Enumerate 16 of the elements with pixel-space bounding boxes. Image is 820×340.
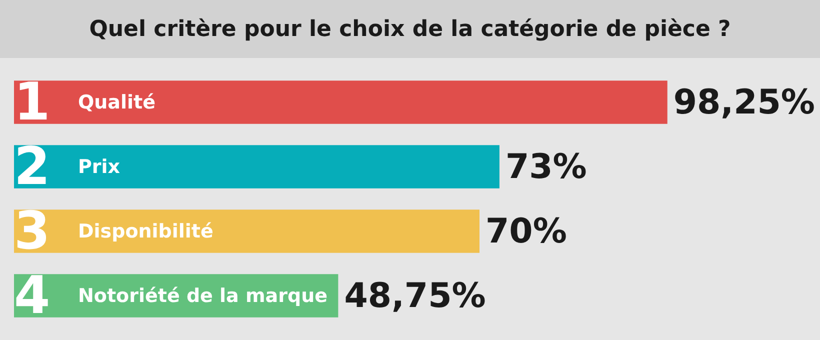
annotation: 1 — [14, 72, 50, 132]
data-label: 98,25% — [673, 82, 815, 122]
annotation: 4 — [14, 266, 50, 326]
y-tick-label: Disponibilité — [78, 220, 214, 242]
annotation: 3 — [14, 201, 50, 262]
bar — [14, 80, 668, 124]
bar — [14, 210, 480, 253]
data-label: 48,75% — [344, 276, 486, 316]
data-label: 70% — [486, 211, 567, 252]
y-tick-label: Notoriété de la marque — [78, 284, 328, 307]
annotation: 2 — [14, 136, 50, 197]
y-tick-label: Qualité — [78, 91, 156, 114]
y-tick-label: Prix — [78, 156, 120, 178]
bar — [14, 145, 500, 188]
chart-title: Quel critère pour le choix de la catégorie de pièce ? — [0, 0, 820, 58]
data-label: 73% — [505, 146, 587, 187]
